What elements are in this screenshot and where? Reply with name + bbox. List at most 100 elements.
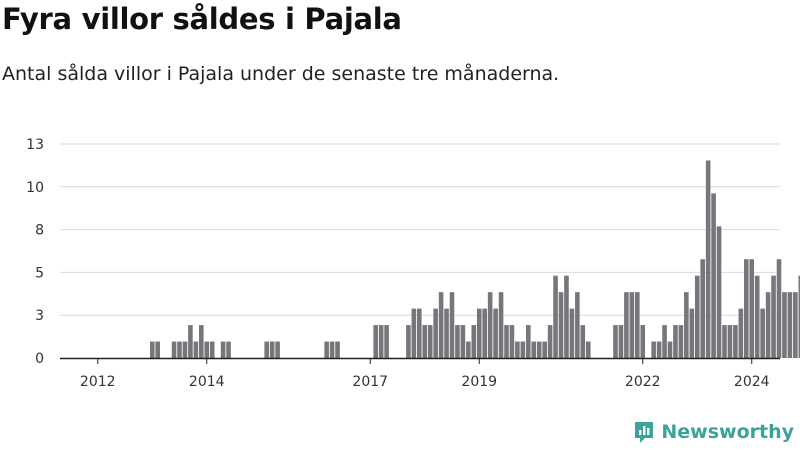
bar (498, 292, 504, 358)
bar (760, 308, 765, 358)
bar (433, 308, 438, 358)
bar (471, 325, 477, 358)
bar (427, 325, 433, 358)
bar (264, 341, 269, 358)
bar (727, 325, 733, 358)
bar (771, 275, 776, 358)
bar (411, 308, 417, 358)
bar (504, 325, 509, 358)
bar (749, 259, 755, 358)
bar (155, 341, 160, 358)
bar (776, 259, 782, 358)
bar (444, 308, 449, 358)
bar (531, 341, 537, 358)
bar (613, 325, 618, 358)
bar (575, 292, 580, 358)
bar (733, 325, 738, 358)
bar (640, 325, 646, 358)
bar (171, 341, 177, 358)
bar (449, 292, 455, 358)
y-tick-label: 0 (35, 351, 44, 367)
y-tick-label: 13 (26, 137, 44, 153)
bar (373, 325, 378, 358)
bar (329, 341, 335, 358)
bar (487, 292, 493, 358)
bar (700, 259, 705, 358)
bar (553, 275, 558, 358)
bar (193, 341, 199, 358)
bar (558, 292, 564, 358)
bar (716, 226, 722, 358)
newsworthy-logo-icon (635, 422, 654, 443)
bar (569, 308, 575, 358)
bar (509, 325, 515, 358)
bar (476, 308, 482, 358)
bar (618, 325, 624, 358)
bar (199, 325, 204, 358)
bar (793, 292, 798, 358)
bar (149, 341, 155, 358)
y-tick-label: 3 (35, 308, 44, 324)
bar (711, 193, 716, 358)
bar (564, 275, 569, 358)
bar (466, 341, 471, 358)
chart-subtitle: Antal sålda villor i Pajala under de sen… (2, 63, 560, 85)
bar (651, 341, 656, 358)
bar (526, 325, 531, 358)
bar (275, 341, 280, 358)
bar (738, 308, 744, 358)
bar (722, 325, 727, 358)
bar (629, 292, 635, 358)
x-tick-label: 2022 (625, 374, 661, 390)
bar (182, 341, 188, 358)
bar (460, 325, 466, 358)
bar (694, 275, 700, 358)
bar (384, 325, 389, 358)
x-tick-label: 2014 (189, 374, 225, 390)
bar (482, 308, 487, 358)
bar (635, 292, 640, 358)
bar (209, 341, 215, 358)
bar (515, 341, 520, 358)
x-tick-label: 2019 (461, 374, 497, 390)
bar (324, 341, 329, 358)
bar (667, 341, 673, 358)
bar (580, 325, 586, 358)
bar (335, 341, 340, 358)
bar (765, 292, 771, 358)
y-tick-label: 10 (26, 180, 44, 196)
bars (149, 160, 800, 358)
x-tick-label: 2024 (734, 374, 770, 390)
bar (798, 275, 800, 358)
y-tick-label: 8 (35, 223, 44, 239)
bar (656, 341, 662, 358)
newsworthy-logo: Newsworthy (633, 420, 794, 444)
bar (177, 341, 182, 358)
bar (269, 341, 275, 358)
bar (542, 341, 547, 358)
bar (226, 341, 231, 358)
bar (455, 325, 460, 358)
bar (689, 308, 695, 358)
bar (673, 325, 678, 358)
x-tick-label: 2017 (352, 374, 388, 390)
bar (705, 160, 711, 358)
bar (536, 341, 542, 358)
bar (417, 308, 422, 358)
chart-title: Fyra villor såldes i Pajala (2, 2, 402, 36)
bar (782, 292, 787, 358)
bar (547, 325, 553, 358)
bar (678, 325, 684, 358)
bar (204, 341, 210, 358)
bar (378, 325, 384, 358)
y-tick-label: 5 (35, 265, 44, 281)
bar (662, 325, 667, 358)
grid-lines (60, 143, 780, 316)
bar (493, 308, 498, 358)
bar (188, 325, 193, 358)
bar (438, 292, 444, 358)
bar (744, 259, 749, 358)
bar (406, 325, 411, 358)
bar (684, 292, 689, 358)
